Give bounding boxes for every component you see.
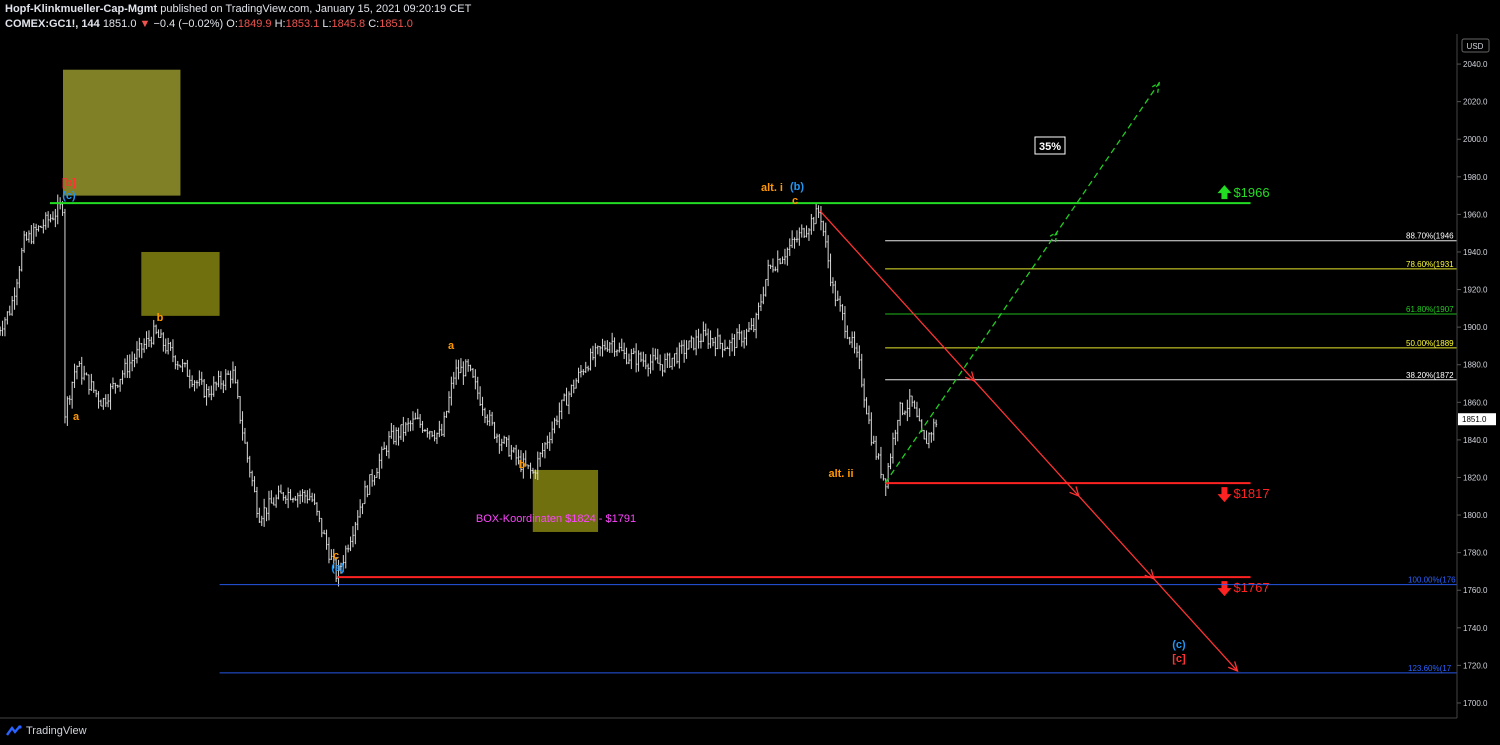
wave-label: c [792,195,798,207]
highlight-box-3 [532,469,599,532]
low-value: 1845.8 [331,18,366,30]
arrow-down-icon [1217,487,1232,503]
open-label: O: [226,18,238,30]
price-tick-label: 1740.0 [1463,624,1488,633]
fib-level-label: 50.00%(1889 [1406,339,1454,348]
down-triangle-icon: ▼ [139,18,151,30]
arrowhead-icon [1227,661,1239,673]
arrow-down-icon [1217,581,1232,597]
wave-label: b [157,312,164,324]
wave-label: [b] [62,177,76,189]
price-axis-background [1457,34,1500,718]
wave-label: c [333,550,339,562]
low-label: L: [322,18,332,30]
price-tick-label: 1980.0 [1463,173,1488,182]
price-tick-label: 1960.0 [1463,210,1488,219]
close-value: 1851.0 [379,18,413,30]
symbol-name[interactable]: COMEX:GC1!, 144 [5,18,100,30]
box-coordinates-note: BOX-Koordinaten $1824 - $1791 [476,513,636,525]
last-price-label: 1851.0 [1462,415,1487,424]
level-label: $1817 [1233,486,1269,501]
arrowhead-icon [1069,486,1080,498]
percent-badge-text: 35% [1039,141,1061,153]
fib-level-label: 78.60%(1931 [1406,260,1454,269]
wave-label: (b) [790,181,804,193]
price-tick-label: 1840.0 [1463,436,1488,445]
bullish-projection-line [884,82,1160,484]
wave-label: a [448,340,455,352]
close-label: C: [368,18,380,30]
price-axis[interactable]: USD 1700.0 1720.0 1740.0 1760.0 1780.0 1800.0 1… [1456,34,1500,718]
wave-label: (c) [62,190,76,202]
symbol-legend: COMEX:GC1!, 144 1851.0 ▼ −0.4 (−0.02%) O… [5,18,413,30]
annotation-boxes [63,69,599,532]
price-tick-label: 1820.0 [1463,473,1488,482]
wave-label: alt. ii [828,468,853,480]
level-label: $1966 [1233,185,1269,200]
tradingview-label: TradingView [26,725,87,737]
percent-badge [1034,136,1066,155]
fib-level-label: 123.60%(17 [1408,664,1452,673]
horizontal-levels: $1966 $1817 $1767 [49,185,1270,597]
candlestick-series [0,194,938,587]
fib-level-label: 38.20%(1872 [1406,371,1454,380]
tradingview-logo-icon [6,725,22,737]
high-label: H: [274,18,286,30]
wave-label: b [519,459,526,471]
open-value: 1849.9 [237,18,272,30]
arrowhead-icon [1144,569,1155,581]
last-price: 1851.0 [102,18,137,30]
price-tick-label: 1860.0 [1463,398,1488,407]
bearish-projection-line [819,210,1238,672]
chart-header: Hopf-Klinkmueller-Cap-Mgmt published on … [0,0,1500,34]
price-tick-label: 1900.0 [1463,323,1488,332]
price-tick-label: 1760.0 [1463,586,1488,595]
price-tick-label: 1880.0 [1463,361,1488,370]
price-tick-label: 2020.0 [1463,98,1488,107]
price-tick-label: 1920.0 [1463,286,1488,295]
price-tick-label: 2000.0 [1463,135,1488,144]
wave-label: (a) [331,562,345,574]
wave-label: (c) [1172,639,1186,651]
trend-arrows [819,81,1239,673]
price-tick-label: 1800.0 [1463,511,1488,520]
highlight-box-2 [141,251,220,316]
publish-info: Hopf-Klinkmueller-Cap-Mgmt published on … [5,3,471,15]
published-text: published on TradingView.com, January 15… [160,3,472,15]
change-value: −0.4 (−0.02%) [153,18,224,30]
fibonacci-levels: 88.70%(1946 78.60%(1931 61.80%(1907 50.00%(… [219,232,1457,674]
fib-level-label: 88.70%(1946 [1406,232,1454,241]
arrow-up-icon [1217,185,1232,200]
price-tick-label: 1720.0 [1463,661,1488,670]
arrowhead-icon [1047,230,1058,243]
price-tick-label: 2040.0 [1463,60,1488,69]
highlight-box-1 [63,69,181,196]
currency-badge [1461,38,1490,53]
fib-level-label: 61.80%(1907 [1406,305,1454,314]
arrowhead-icon [964,371,976,383]
author-name[interactable]: Hopf-Klinkmueller-Cap-Mgmt [5,3,158,15]
price-tick-label: 1700.0 [1463,699,1488,708]
arrowhead-icon [1150,81,1161,93]
wave-label: a [73,411,80,423]
wave-label: alt. i [761,182,783,194]
last-price-badge [1458,413,1496,426]
fib-level-label: 100.00%(176 [1408,576,1456,585]
wave-label: [c] [1172,653,1186,665]
level-label: $1767 [1233,580,1269,595]
chart-footer: TradingView [0,720,1500,745]
price-tick-label: 1780.0 [1463,549,1488,558]
tradingview-brand[interactable]: TradingView [6,725,87,737]
high-value: 1853.1 [285,18,320,30]
currency-label: USD [1467,42,1484,51]
price-tick-label: 1940.0 [1463,248,1488,257]
